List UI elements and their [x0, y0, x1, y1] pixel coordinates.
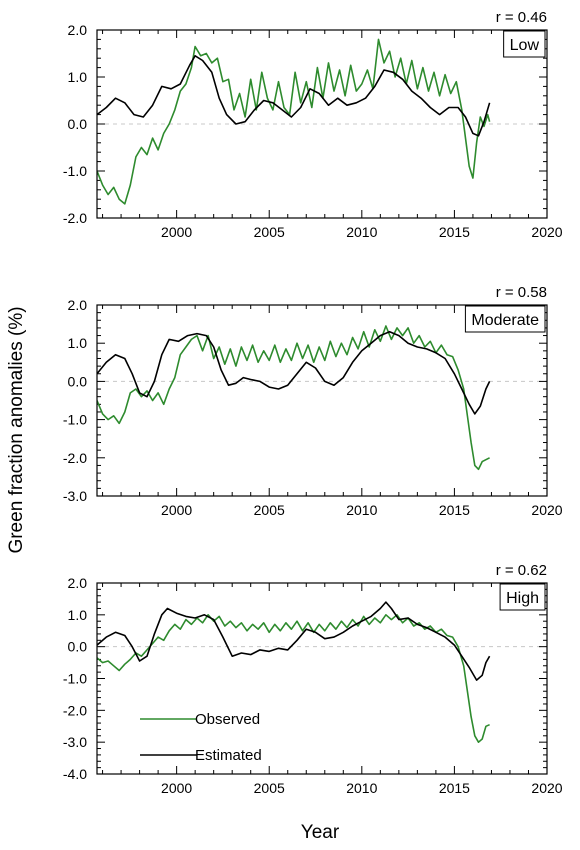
series-line-observed — [97, 325, 490, 471]
y-tick-label: -2.0 — [63, 210, 87, 226]
y-tick-label: -3.0 — [63, 734, 87, 750]
panel-label: High — [506, 590, 539, 607]
panel-low: 2000 2005 2010 2015 2020 2.0 1.0 0.0 -1.0 -2.0 r =… — [63, 9, 563, 240]
y-tick-label: 1.0 — [68, 607, 88, 623]
y-tick-label: -1.0 — [63, 412, 87, 428]
series-line-observed — [97, 38, 491, 205]
y-tick-label: 0.0 — [68, 373, 88, 389]
legend-label-estimated: Estimated — [195, 747, 262, 764]
y-tick-label: -3.0 — [63, 488, 87, 504]
x-tick-label: 2005 — [254, 780, 285, 796]
panel-label-box — [503, 30, 546, 58]
x-tick-label: 2005 — [254, 224, 285, 240]
x-tick-label: 2015 — [439, 780, 470, 796]
y-tick-label: 2.0 — [68, 22, 88, 38]
y-tick-label: 1.0 — [68, 335, 88, 351]
legend-label-observed: Observed — [195, 711, 260, 728]
y-tick-label: 0.0 — [68, 116, 88, 132]
y-tick-label: -2.0 — [63, 450, 87, 466]
x-tick-label: 2020 — [531, 502, 562, 518]
panels: 2000 2005 2010 2015 2020 2.0 1.0 0.0 -1.0 -2.0 r =… — [63, 9, 563, 796]
y-tick-label: -1.0 — [63, 671, 87, 687]
series-line-estimated — [97, 601, 491, 681]
plot-frame — [96, 582, 548, 775]
y-tick-label: 0.0 — [68, 639, 88, 655]
legend: Observed Estimated — [140, 711, 262, 764]
panel-label-box — [499, 583, 546, 611]
x-tick-label: 2000 — [161, 224, 192, 240]
panel-label-box — [464, 305, 546, 333]
y-tick-label: -2.0 — [63, 702, 87, 718]
y-tick-label: 1.0 — [68, 69, 88, 85]
y-tick-label: 2.0 — [68, 297, 88, 313]
x-tick-label: 2020 — [531, 780, 562, 796]
x-tick-label: 2000 — [161, 780, 192, 796]
x-tick-label: 2010 — [346, 780, 377, 796]
x-tick-label: 2005 — [254, 502, 285, 518]
correlation-label: r = 0.58 — [496, 284, 547, 301]
y-axis-title: Green fraction anomalies (%) — [6, 306, 27, 553]
panel-label: Moderate — [471, 312, 539, 329]
correlation-label: r = 0.46 — [496, 9, 547, 26]
correlation-label: r = 0.62 — [496, 562, 547, 579]
panel-moderate: 2000 2005 2010 2015 2020 2.0 1.0 0.0 -1.0 -2.0 -3.… — [63, 284, 563, 518]
x-tick-label: 2015 — [439, 502, 470, 518]
y-tick-label: 2.0 — [68, 575, 88, 591]
x-tick-label: 2010 — [346, 224, 377, 240]
series-line-observed — [97, 614, 490, 743]
x-tick-label: 2020 — [531, 224, 562, 240]
plot-frame — [96, 29, 548, 219]
x-tick-label: 2015 — [439, 224, 470, 240]
y-tick-label: -4.0 — [63, 766, 87, 782]
series-line-estimated — [97, 330, 491, 415]
x-tick-label: 2010 — [346, 502, 377, 518]
x-axis-title: Year — [301, 822, 340, 843]
x-tick-label: 2000 — [161, 502, 192, 518]
plot-frame — [96, 304, 548, 497]
panel-label: Low — [510, 37, 540, 54]
series-line-estimated — [97, 55, 491, 137]
y-tick-label: -1.0 — [63, 163, 87, 179]
panel-high: 2000 2005 2010 2015 2020 2.0 1.0 0.0 -1.0 -2.0 -3.… — [63, 562, 563, 796]
